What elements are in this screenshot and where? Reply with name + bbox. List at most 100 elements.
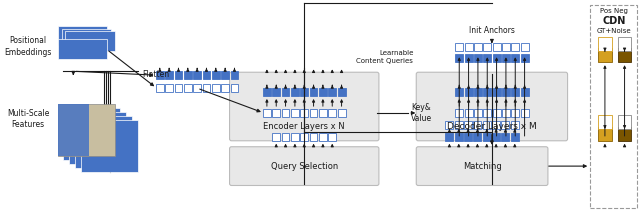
Bar [272, 109, 280, 117]
Bar [455, 133, 463, 141]
Bar [511, 43, 519, 51]
Bar [282, 109, 289, 117]
Bar [319, 133, 327, 141]
Bar [465, 43, 472, 51]
Bar [319, 109, 327, 117]
Bar [455, 88, 463, 96]
Text: Key&
Value: Key& Value [412, 103, 433, 123]
Text: Encoder Layers x N: Encoder Layers x N [264, 122, 345, 131]
Bar [493, 109, 500, 117]
Bar [263, 88, 271, 96]
Bar [263, 109, 271, 117]
FancyBboxPatch shape [230, 72, 379, 141]
Bar [338, 109, 346, 117]
Bar [445, 133, 453, 141]
Bar [300, 133, 308, 141]
Bar [291, 133, 299, 141]
Bar [282, 133, 289, 141]
Bar [483, 54, 491, 62]
Bar [272, 88, 280, 96]
Bar [165, 71, 173, 79]
Bar [338, 88, 346, 96]
Bar [156, 84, 164, 92]
Bar [455, 43, 463, 51]
Bar [493, 88, 500, 96]
Bar [521, 54, 529, 62]
Polygon shape [63, 108, 120, 160]
Bar [502, 133, 509, 141]
Bar [184, 71, 192, 79]
Bar [193, 84, 201, 92]
Bar [502, 43, 510, 51]
Bar [511, 133, 518, 141]
Bar [502, 121, 509, 129]
Bar [445, 121, 453, 129]
Bar [618, 115, 632, 129]
Bar [474, 121, 481, 129]
Bar [483, 88, 491, 96]
Text: Flatten: Flatten [142, 70, 170, 79]
Bar [598, 48, 612, 62]
Bar [474, 109, 482, 117]
Bar [230, 71, 238, 79]
Bar [598, 127, 612, 141]
Polygon shape [81, 120, 138, 172]
Bar [474, 54, 482, 62]
Bar [221, 71, 229, 79]
Bar [502, 54, 510, 62]
Bar [291, 88, 299, 96]
Bar [175, 84, 182, 92]
Bar [272, 133, 280, 141]
Text: Learnable
Content Queries: Learnable Content Queries [356, 50, 413, 64]
Polygon shape [69, 112, 126, 164]
Bar [58, 104, 89, 156]
Bar [212, 84, 220, 92]
Bar [483, 43, 491, 51]
Text: CDN: CDN [602, 16, 625, 25]
Bar [65, 31, 115, 51]
Bar [58, 39, 107, 59]
Bar [598, 115, 612, 129]
Bar [300, 109, 308, 117]
Bar [464, 133, 472, 141]
Bar [483, 133, 491, 141]
Bar [521, 88, 529, 96]
Bar [328, 133, 336, 141]
Bar [319, 88, 327, 96]
Bar [521, 109, 529, 117]
Bar [493, 54, 500, 62]
Bar [328, 109, 336, 117]
Bar [212, 71, 220, 79]
FancyBboxPatch shape [230, 147, 379, 186]
Text: Matching: Matching [463, 162, 502, 171]
Bar [455, 109, 463, 117]
Bar [502, 109, 510, 117]
Polygon shape [76, 116, 132, 168]
FancyBboxPatch shape [416, 72, 568, 141]
Bar [492, 133, 500, 141]
Bar [230, 84, 238, 92]
Bar [502, 88, 510, 96]
Bar [464, 121, 472, 129]
Bar [465, 54, 472, 62]
Bar [184, 84, 192, 92]
Text: Init Anchors: Init Anchors [469, 27, 515, 36]
Bar [590, 5, 637, 208]
Bar [310, 133, 317, 141]
Bar [474, 43, 482, 51]
Bar [300, 88, 308, 96]
Bar [310, 109, 317, 117]
Bar [492, 121, 500, 129]
Bar [455, 54, 463, 62]
Bar [202, 71, 211, 79]
Bar [511, 121, 518, 129]
Bar [455, 121, 463, 129]
Bar [483, 121, 491, 129]
Bar [193, 71, 201, 79]
Text: Query Selection: Query Selection [271, 162, 338, 171]
Bar [58, 104, 115, 156]
Bar [521, 43, 529, 51]
Bar [328, 88, 336, 96]
Bar [511, 88, 519, 96]
Bar [474, 88, 482, 96]
